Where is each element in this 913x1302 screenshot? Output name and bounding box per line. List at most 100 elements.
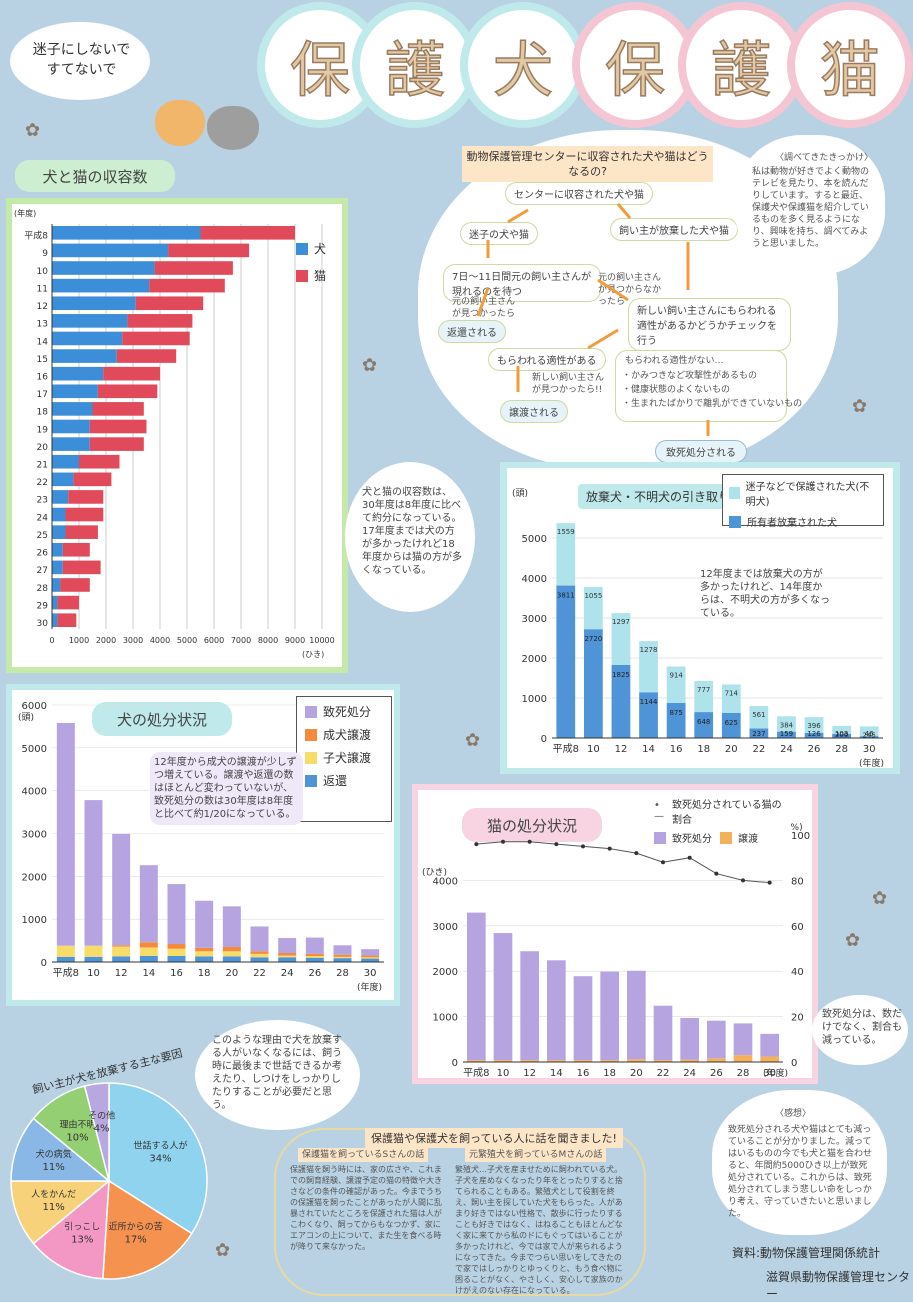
x-tick-label: 9000 [285,636,305,645]
dog-disposal-title: 犬の処分状況 [92,702,232,736]
bar-segment [333,954,352,957]
y-tick-label: 3000 [522,614,547,625]
y-tick-label: 6000 [22,701,47,712]
y-tick-label: 21 [37,461,48,471]
dog-bar [52,296,136,311]
unknown-bar [583,587,603,630]
bar-segment [112,946,131,957]
y-tick-label: 28 [37,584,49,594]
y2-axis-unit: (%) [787,823,803,833]
y-axis-unit: (年度) [14,208,36,218]
interview-title: 保護猫や保護犬を飼っている人に話を聞きました! [365,1128,623,1148]
y-tick-label: 30 [37,619,49,629]
owner-bar [666,703,686,738]
intake-note-bubble [345,462,475,612]
unknown-bar [859,726,879,737]
cat-bar [122,331,190,346]
bar-segment [56,945,75,957]
bar-segment [278,953,297,956]
y-tick-label: 平成8 [24,230,48,242]
source-line-1: 資料:動物保護管理関係統計 [732,1246,881,1260]
x-axis-unit: (年度) [859,757,884,768]
x-tick-label: 0 [49,636,54,645]
interview-m-title: 元繁殖犬を飼っているMさんの話 [465,1148,607,1162]
x-tick-label: 7000 [231,636,251,645]
unknown-bar [556,523,576,586]
dog-bar [52,278,150,293]
rate-point [527,839,532,844]
data-label: 1144 [640,698,658,706]
unknown-bar [777,716,796,732]
y-tick-label: 15 [37,355,48,365]
reason-note-bubble [195,1020,360,1130]
owner-bar [583,629,603,738]
euthanasia-bar [520,951,539,1061]
dog-face-icon [155,100,205,146]
impression-title: 〈感想〉 [775,1109,812,1119]
unknown-bar [832,725,852,734]
owner-bar [804,732,824,738]
y-tick-label: 14 [37,337,49,347]
dog-disposal-chart: 0 1000 2000 3000 4000 5000 6000(頭) 平成8 10 12 14 16 1… [18,701,384,993]
y-tick-label: 20 [37,443,49,453]
euthanasia-bar [547,960,566,1061]
bar-segment [361,955,380,958]
bar-segment [222,951,241,957]
interview-s-title: 保護猫を飼っているSさんの話 [298,1148,429,1162]
bar-segment [84,945,103,957]
x-tick-label: 12 [615,744,628,755]
bar-segment [112,833,131,946]
bar-segment [333,945,352,955]
y-tick-label: 2000 [22,872,47,883]
y-tick-label: 2000 [433,967,458,978]
bar-segment [333,958,352,962]
euthanasia-bar [733,1023,753,1056]
intake-legend: 犬 猫 [296,238,340,292]
x-tick-label: 30 [364,968,377,979]
euthanasia-bar [760,1033,779,1057]
pie-label: 引っこし [64,1221,100,1232]
rate-point [474,842,479,847]
bar-segment [84,956,103,962]
pie-label: 人をかんだ [31,1189,76,1200]
y-tick-label: 3000 [433,922,458,933]
dog-bar [52,437,90,451]
x-tick-label: 18 [697,744,710,755]
data-label: 1559 [557,528,575,536]
data-label: 1297 [612,618,630,626]
euthanasia-bar [680,1017,699,1060]
euthanasia-bar [627,970,646,1060]
y-axis-unit: (頭) [18,712,34,723]
cat-bar [92,402,144,416]
x-tick-label: 20 [225,968,238,979]
bar-segment [250,953,269,958]
unknown-bar [804,717,824,733]
x-tick-label: 1000 [69,636,89,645]
paw-icon: ✿ [215,1240,231,1261]
data-label: 914 [669,671,683,679]
x-tick-label: 16 [170,968,183,979]
dog-bar [52,613,58,627]
y-tick-label: 0 [452,1058,458,1069]
x-tick-label: 18 [198,968,211,979]
cat-bar [127,314,193,328]
pie-label: 犬の病気 [36,1148,72,1160]
flow-not-suitable: もらわれる適性がない… [625,356,724,366]
y-tick-label: 23 [37,496,48,506]
dog-bar [52,402,93,416]
paw-icon: ✿ [362,355,378,376]
flow-reason-1: ・かみつきなど攻撃性があるもの [622,371,758,381]
transfer-bar [627,1059,646,1062]
pie-pct: 34% [149,1154,171,1165]
bar-segment [139,942,158,948]
euthanasia-bar [573,976,593,1061]
x-tick-label: 28 [737,1068,750,1078]
pie-pct: 4% [94,1124,110,1135]
cat-bar [57,613,77,627]
cat-face-icon [207,106,259,150]
x-tick-label: 30 [763,1068,776,1078]
pie-pct: 11% [43,1162,65,1173]
bar-segment [84,800,103,946]
bar-segment [56,722,75,946]
pickup-note: 12年度までは放棄犬の方が多かったけれど、14年度からは、不明犬の方が多くなって… [700,569,830,619]
